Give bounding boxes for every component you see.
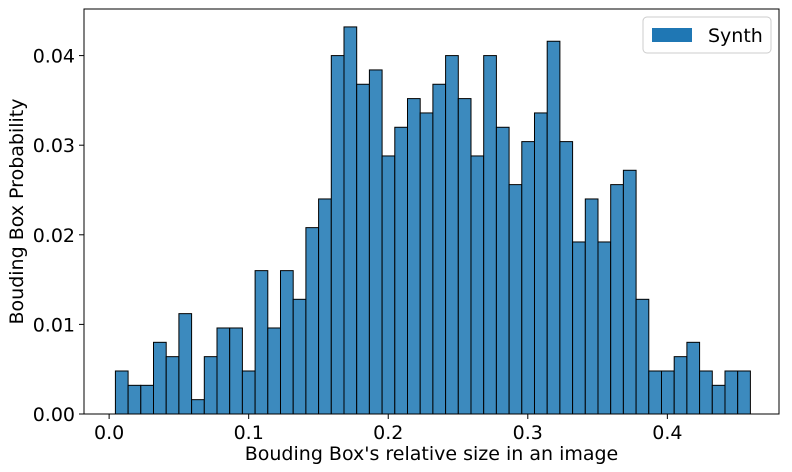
histogram-bar — [660, 370, 675, 415]
histogram-bar — [470, 155, 485, 415]
x-tick-label: 0.2 — [373, 422, 403, 444]
legend: Synth — [642, 16, 772, 54]
x-tick-label: 0.4 — [652, 422, 682, 444]
histogram-bar — [165, 356, 180, 415]
histogram-bar — [559, 141, 574, 415]
histogram-bar — [254, 270, 269, 415]
histogram-bar — [699, 370, 713, 415]
y-tick-label: 0.03 — [33, 135, 75, 157]
histogram-bar — [241, 370, 256, 415]
histogram-bar — [622, 169, 637, 415]
legend-box — [642, 16, 772, 54]
histogram-bar — [610, 184, 624, 415]
y-tick-label: 0.04 — [33, 46, 75, 68]
histogram-bar — [153, 341, 167, 415]
histogram-bar — [406, 98, 421, 415]
histogram-bar — [724, 370, 739, 415]
histogram-bar — [673, 356, 688, 415]
histogram-bar — [203, 356, 218, 415]
histogram-bar — [318, 198, 332, 415]
histogram-bar — [495, 126, 510, 415]
histogram-bar — [343, 26, 358, 415]
legend-label-synth: Synth — [708, 25, 763, 47]
histogram-bar — [508, 184, 523, 415]
histogram-bar — [356, 83, 370, 415]
histogram-bar — [114, 370, 129, 415]
histogram-bar — [394, 126, 408, 415]
histogram-bar — [737, 370, 751, 415]
histogram-bar — [584, 198, 599, 415]
histogram-bar — [686, 341, 701, 415]
histogram-bar — [572, 241, 586, 415]
histogram-bar — [229, 327, 243, 415]
histogram-bar — [521, 141, 535, 415]
histogram-bar — [292, 298, 307, 415]
x-axis-label: Bouding Box's relative size in an image — [245, 443, 619, 465]
histogram-bar — [330, 55, 345, 415]
histogram-bar — [648, 370, 662, 415]
y-tick-label: 0.00 — [33, 404, 75, 426]
histogram-bar — [216, 327, 231, 415]
histogram-bar — [140, 384, 155, 415]
histogram-bar — [279, 270, 294, 415]
histogram-bar — [546, 40, 561, 415]
plot-frame — [83, 8, 780, 415]
x-tick-label: 0.1 — [234, 422, 264, 444]
histogram-bar — [368, 69, 383, 415]
x-axis: 0.0 0.1 0.2 0.3 0.4 — [94, 414, 682, 444]
histogram-bar — [267, 327, 281, 415]
y-axis-label: Bouding Box Probability — [6, 99, 28, 325]
y-tick-label: 0.02 — [33, 225, 75, 247]
histogram-bar — [419, 112, 434, 415]
y-tick-label: 0.01 — [33, 314, 75, 336]
x-tick-label: 0.0 — [94, 422, 124, 444]
histogram-bar — [597, 241, 612, 415]
legend-swatch-synth — [652, 28, 692, 42]
histogram-bar — [305, 227, 320, 415]
y-axis: 0.00 0.01 0.02 0.03 0.04 — [33, 46, 84, 426]
histogram-bar — [445, 55, 459, 415]
histogram-bar — [381, 155, 396, 415]
x-tick-label: 0.3 — [513, 422, 543, 444]
histogram-bar — [178, 313, 193, 415]
bars-group — [114, 26, 751, 415]
histogram-bar — [711, 384, 726, 415]
histogram-bar — [191, 399, 205, 415]
histogram-bar — [127, 384, 142, 415]
histogram-bar — [635, 298, 650, 415]
histogram-bar — [432, 83, 447, 415]
histogram-bar — [457, 98, 472, 415]
histogram-bar — [533, 112, 548, 415]
histogram-bar — [483, 55, 497, 415]
